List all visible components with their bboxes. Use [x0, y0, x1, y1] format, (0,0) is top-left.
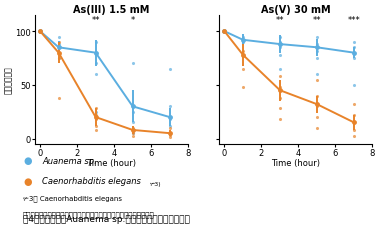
Point [93, 128, 99, 132]
Point [277, 68, 283, 71]
Point [314, 105, 320, 109]
Point [56, 41, 62, 45]
Point [129, 135, 136, 139]
Point [167, 124, 173, 128]
Point [277, 54, 283, 57]
Point [351, 128, 357, 132]
Text: 図4．モノ湖線舱Auanema sp.におけるヒ素耗性アッセイ: 図4．モノ湖線舱Auanema sp.におけるヒ素耗性アッセイ [23, 214, 190, 223]
Point [314, 78, 320, 82]
Point [93, 62, 99, 66]
Point [277, 75, 283, 79]
Point [129, 62, 136, 66]
Point [314, 35, 320, 39]
X-axis label: Time (hour): Time (hour) [87, 159, 136, 168]
Text: ●: ● [23, 155, 31, 165]
Point [129, 105, 136, 109]
Point [351, 121, 357, 125]
Point [277, 118, 283, 122]
Point [93, 107, 99, 111]
Point [351, 57, 357, 61]
Point [167, 132, 173, 135]
Point [129, 132, 136, 135]
Point [129, 132, 136, 135]
Text: Auanema sp.: Auanema sp. [42, 156, 97, 165]
Point [240, 68, 246, 71]
Point [37, 30, 43, 34]
Point [93, 114, 99, 117]
Point [240, 49, 246, 53]
Point [277, 41, 283, 45]
Point [129, 128, 136, 132]
Title: As(III) 1.5 mM: As(III) 1.5 mM [73, 5, 149, 15]
Point [56, 57, 62, 61]
Point [37, 30, 43, 34]
Point [240, 35, 246, 39]
Text: ●: ● [23, 176, 31, 186]
Point [56, 57, 62, 61]
Point [351, 135, 357, 139]
Text: Caenorhabditis elegans: Caenorhabditis elegans [42, 176, 141, 185]
Point [314, 43, 320, 47]
Text: **: ** [313, 16, 321, 25]
Point [221, 30, 227, 34]
Point [277, 96, 283, 100]
Point [314, 126, 320, 130]
Point [93, 73, 99, 77]
Point [167, 134, 173, 138]
Text: ✃3） Caenorhabditis elegans: ✃3） Caenorhabditis elegans [23, 195, 122, 201]
Point [314, 49, 320, 53]
Point [277, 35, 283, 39]
Point [93, 124, 99, 128]
Point [240, 39, 246, 42]
Title: As(V) 30 mM: As(V) 30 mM [261, 5, 331, 15]
Text: ✃3): ✃3) [150, 181, 161, 186]
Point [93, 118, 99, 122]
Point [351, 46, 357, 50]
Point [351, 84, 357, 87]
Point [221, 30, 227, 34]
Point [93, 52, 99, 55]
Point [167, 68, 173, 71]
Point [314, 57, 320, 61]
Point [314, 94, 320, 98]
Point [129, 121, 136, 125]
Point [240, 86, 246, 90]
Y-axis label: 生存率（％）: 生存率（％） [4, 66, 13, 94]
X-axis label: Time (hour): Time (hour) [271, 159, 320, 168]
Point [277, 107, 283, 111]
Point [167, 105, 173, 109]
Point [167, 118, 173, 122]
Point [240, 54, 246, 57]
Point [56, 96, 62, 100]
Text: *: * [131, 16, 135, 25]
Text: **: ** [276, 16, 284, 25]
Text: モデル生物として知られる線舱種で、通常土壌や果実などに生息する: モデル生物として知られる線舱種で、通常土壌や果実などに生息する [23, 211, 155, 217]
Point [93, 110, 99, 114]
Point [314, 116, 320, 119]
Point [129, 110, 136, 114]
Point [351, 41, 357, 45]
Point [314, 73, 320, 77]
Point [167, 126, 173, 130]
Point [167, 136, 173, 140]
Point [277, 46, 283, 50]
Point [167, 132, 173, 135]
Point [129, 126, 136, 130]
Point [351, 103, 357, 106]
Point [240, 41, 246, 45]
Point [277, 86, 283, 90]
Point [93, 41, 99, 45]
Text: **: ** [91, 16, 100, 25]
Point [56, 43, 62, 47]
Point [56, 35, 62, 39]
Point [351, 114, 357, 117]
Text: ***: *** [348, 16, 360, 25]
Point [351, 52, 357, 55]
